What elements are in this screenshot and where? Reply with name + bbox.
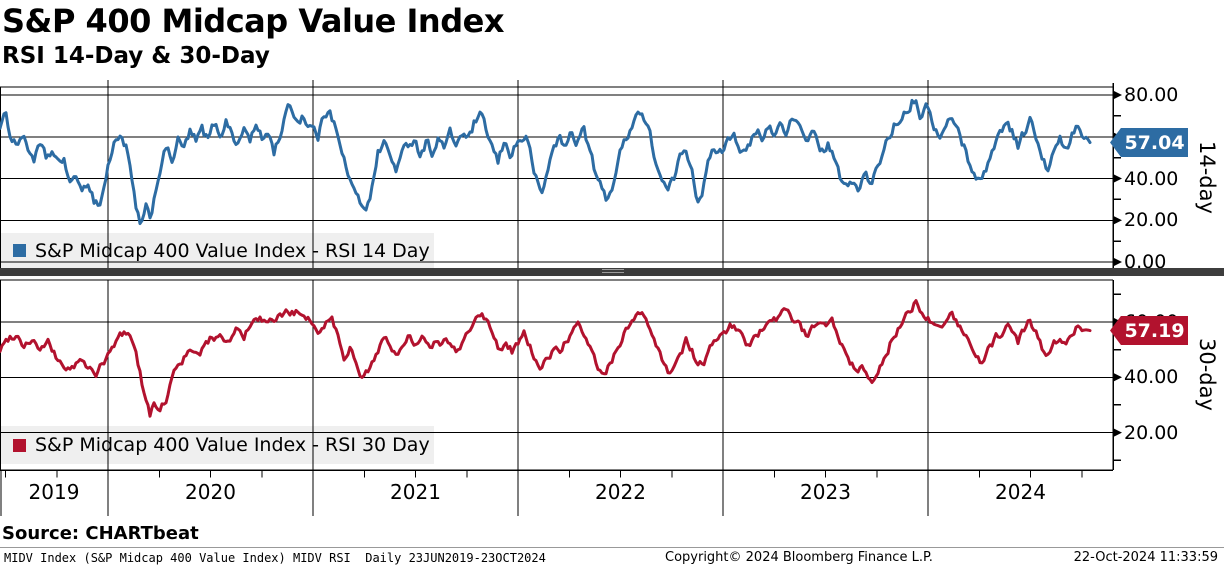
legend-rsi14[interactable]: S&P Midcap 400 Value Index - RSI 14 Day [0, 233, 434, 268]
panel-axis-label-14day: 14-day [1195, 140, 1219, 214]
legend-swatch-rsi14-icon [13, 244, 26, 257]
panel-axis-label-30day: 30-day [1195, 337, 1219, 411]
x-tick-label-year: 2020 [185, 480, 236, 504]
source-label: Source: CHARTbeat [2, 523, 199, 544]
footer-bar: MIDV Index (S&P Midcap 400 Value Index) … [0, 547, 1224, 566]
legend-rsi30[interactable]: S&P Midcap 400 Value Index - RSI 30 Day [0, 426, 434, 464]
legend-swatch-rsi30-icon [13, 438, 26, 452]
series-line [0, 98, 1092, 226]
x-tick-label-year: 2019 [28, 480, 80, 504]
footer-timestamp: 22-Oct-2024 11:33:59 [1073, 550, 1218, 565]
last-value-badge-rsi30: 57.19 [1110, 316, 1188, 345]
chart-subtitle: RSI 14-Day & 30-Day [2, 43, 270, 69]
y-tick-label: 20.00 [1124, 209, 1179, 232]
legend-label-rsi30: S&P Midcap 400 Value Index - RSI 30 Day [35, 434, 430, 456]
footer-security-description: MIDV Index (S&P Midcap 400 Value Index) … [4, 551, 546, 565]
x-tick-label-year: 2024 [995, 480, 1046, 504]
y-tick-label: 20.00 [1124, 421, 1179, 444]
series-line [0, 299, 1092, 418]
splitter-grip-icon[interactable] [602, 269, 624, 275]
y-tick-label: 40.00 [1124, 366, 1179, 389]
last-value-badge-rsi14: 57.04 [1110, 128, 1188, 157]
panel-splitter[interactable] [0, 268, 1224, 276]
x-tick-label-year: 2021 [390, 480, 441, 504]
page-title: S&P 400 Midcap Value Index [2, 2, 504, 40]
x-tick-label-year: 2022 [595, 480, 646, 504]
footer-copyright: Copyright© 2024 Bloomberg Finance L.P. [665, 550, 933, 565]
y-tick-label: 80.00 [1124, 84, 1179, 106]
legend-label-rsi14: S&P Midcap 400 Value Index - RSI 14 Day [35, 239, 430, 262]
y-tick-label: 0.00 [1124, 251, 1167, 273]
y-tick-label: 40.00 [1124, 167, 1179, 190]
x-tick-label-year: 2023 [800, 480, 851, 504]
